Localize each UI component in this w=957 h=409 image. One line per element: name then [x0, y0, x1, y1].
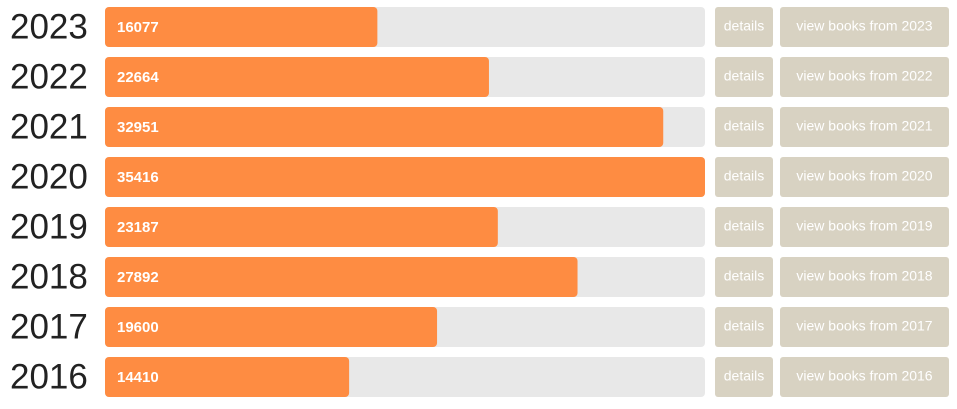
view-text[interactable]: view books from 2019: [796, 218, 932, 234]
view-button[interactable]: [780, 7, 949, 47]
view-button[interactable]: [780, 57, 949, 97]
year-label: 2019: [10, 207, 88, 246]
details-text[interactable]: details: [724, 318, 764, 334]
view-text[interactable]: view books from 2021: [796, 118, 932, 134]
details-text[interactable]: details: [724, 68, 764, 84]
bar: [105, 157, 705, 197]
details-button[interactable]: [715, 157, 773, 197]
view-text[interactable]: view books from 2017: [796, 318, 932, 334]
value-label: 27892: [117, 269, 159, 286]
value-label: 35416: [117, 169, 159, 186]
details-button[interactable]: [715, 207, 773, 247]
view-text[interactable]: view books from 2023: [796, 18, 932, 34]
details-text[interactable]: details: [724, 368, 764, 384]
view-text[interactable]: view books from 2016: [796, 368, 932, 384]
value-label: 23187: [117, 219, 159, 236]
year-label: 2016: [10, 357, 88, 396]
bar: [105, 307, 438, 347]
details-button[interactable]: [715, 7, 773, 47]
details-text[interactable]: details: [724, 118, 764, 134]
view-button[interactable]: [780, 107, 949, 147]
details-text[interactable]: details: [724, 218, 764, 234]
year-label: 2023: [10, 7, 88, 46]
view-button[interactable]: [780, 207, 949, 247]
details-button[interactable]: [715, 357, 773, 397]
bar: [105, 257, 578, 297]
bar: [105, 357, 350, 397]
view-button[interactable]: [780, 257, 949, 297]
bar: [105, 207, 498, 247]
details-text[interactable]: details: [724, 268, 764, 284]
details-button[interactable]: [715, 307, 773, 347]
value-label: 32951: [117, 119, 159, 136]
value-label: 14410: [117, 369, 159, 386]
view-text[interactable]: view books from 2018: [796, 268, 932, 284]
view-text[interactable]: view books from 2022: [796, 68, 932, 84]
year-label: 2018: [10, 257, 88, 296]
view-button[interactable]: [780, 157, 949, 197]
bar: [105, 107, 664, 147]
view-button[interactable]: [780, 307, 949, 347]
value-label: 22664: [117, 69, 159, 86]
year-label: 2020: [10, 157, 88, 196]
value-label: 16077: [117, 19, 159, 36]
year-label: 2022: [10, 57, 88, 96]
details-button[interactable]: [715, 107, 773, 147]
details-button[interactable]: [715, 57, 773, 97]
details-button[interactable]: [715, 257, 773, 297]
view-text[interactable]: view books from 2020: [796, 168, 932, 184]
year-label: 2021: [10, 107, 88, 146]
value-label: 19600: [117, 319, 159, 336]
details-text[interactable]: details: [724, 18, 764, 34]
details-text[interactable]: details: [724, 168, 764, 184]
year-label: 2017: [10, 307, 88, 346]
bar: [105, 7, 378, 47]
bar: [105, 57, 489, 97]
view-button[interactable]: [780, 357, 949, 397]
